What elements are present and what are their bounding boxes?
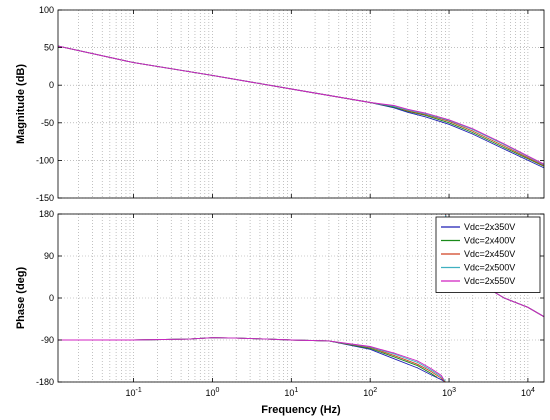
phase-y-axis-label: Phase (deg) <box>15 266 27 329</box>
magnitude-series-4-line <box>57 45 545 166</box>
x-tick-label-0: 10-1 <box>125 387 141 398</box>
legend-box <box>435 216 541 293</box>
x-tick-label-5: 104 <box>521 387 535 398</box>
legend-label-1: Vdc=2x350V <box>464 222 515 232</box>
legend: Vdc=2x350V Vdc=2x400V Vdc=2x450V Vdc=2x500V… <box>435 216 541 293</box>
x-axis-label: Frequency (Hz) <box>261 404 341 416</box>
magnitude-series-3-line <box>57 45 545 167</box>
x-tick-label-1: 100 <box>205 387 219 398</box>
x-tick-label-4: 103 <box>442 387 456 398</box>
x-tick-label-3: 102 <box>363 387 377 398</box>
magnitude-y-tick-label-3: -50 <box>41 118 54 128</box>
magnitude-panel: 100 50 0 -50 -100 -150 Magnitude (dB) <box>15 5 545 203</box>
magnitude-axes-frame <box>57 9 545 199</box>
legend-label-2: Vdc=2x400V <box>464 236 515 246</box>
legend-label-5: Vdc=2x550V <box>464 276 515 286</box>
magnitude-series-5-line <box>57 45 545 165</box>
phase-y-tick-label-2: 0 <box>49 293 54 303</box>
magnitude-series-1-line <box>57 45 545 169</box>
magnitude-y-axis-label: Magnitude (dB) <box>15 64 27 144</box>
phase-y-tick-label-3: -90 <box>41 335 54 345</box>
magnitude-y-tick-label-2: 0 <box>49 80 54 90</box>
magnitude-y-tick-label-4: -100 <box>36 155 54 165</box>
magnitude-series-2-line <box>57 45 545 167</box>
phase-y-tick-label-1: 90 <box>44 251 54 261</box>
phase-y-tick-label-4: -180 <box>36 377 54 387</box>
legend-label-3: Vdc=2x450V <box>464 249 515 259</box>
magnitude-y-tick-label-1: 50 <box>44 43 54 53</box>
legend-label-4: Vdc=2x500V <box>464 263 515 273</box>
phase-y-tick-label-0: 180 <box>39 209 54 219</box>
magnitude-y-tick-label-5: -150 <box>36 193 54 203</box>
magnitude-y-tick-label-0: 100 <box>39 5 54 15</box>
x-tick-label-2: 101 <box>284 387 298 398</box>
